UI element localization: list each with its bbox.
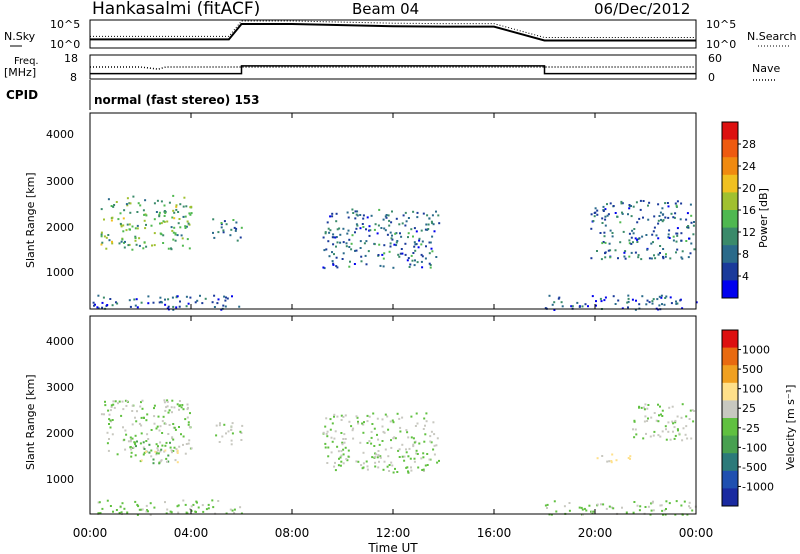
nsky-line	[90, 20, 696, 42]
power-ytick-4000: 4000	[46, 128, 74, 141]
velocity-ytick-1000: 1000	[46, 473, 74, 486]
x-axis-label: Time UT	[367, 541, 418, 554]
power-ytick-2000: 2000	[46, 221, 74, 234]
power-cbar-tick-6: 4	[742, 270, 749, 283]
nsky-label: N.Sky	[4, 30, 36, 43]
vel-patch-2	[140, 449, 179, 464]
vel-cbar-tick-6: -500	[742, 461, 767, 474]
date-title: 06/Dec/2012	[594, 0, 690, 18]
vel-cbar-tick-2: 100	[742, 383, 763, 396]
power-cbar-tick-3: 16	[742, 204, 756, 217]
power-patch-1	[212, 218, 243, 242]
x-tick-label-5: 20:00	[578, 526, 613, 540]
x-tick-label-0: 00:00	[73, 526, 108, 540]
power-patch-2	[322, 208, 441, 270]
vel-patch-0	[100, 399, 193, 456]
velocity-ylabel: Slant Range [km]	[24, 374, 37, 470]
velocity-y-axis: 4000 3000 2000 1000 Slant Range [km]	[24, 335, 74, 486]
nsearch-label: N.Search	[747, 30, 797, 43]
vel-cbar-tick-1: 500	[742, 363, 763, 376]
power-colorbar-label: Power [dB]	[757, 188, 770, 248]
velocity-panel-frame	[89, 315, 697, 515]
vel-patch-5	[596, 453, 632, 464]
vel-patch-3	[215, 422, 244, 446]
power-cbar-tick-1: 24	[742, 160, 756, 173]
x-tick-label-2: 08:00	[275, 526, 310, 540]
power-y-axis: 4000 3000 2000 1000 Slant Range [km]	[24, 128, 74, 279]
power-ytick-1000: 1000	[46, 266, 74, 279]
freq-left-tick-bottom: 8	[70, 71, 77, 84]
power-cbar-tick-0: 28	[742, 138, 756, 151]
nave-right-tick-top: 60	[708, 52, 722, 65]
nsky-series-line	[90, 23, 696, 42]
vel-cbar-tick-7: -1000	[742, 480, 774, 493]
nsky-right-tick-bottom: 10^0	[706, 38, 736, 51]
x-axis: 00:00 04:00 08:00 12:00 16:00 20:00 00:00	[73, 113, 714, 540]
power-ylabel: Slant Range [km]	[24, 172, 37, 268]
nsky-panel-frame	[89, 19, 697, 49]
beam-title: Beam 04	[352, 0, 419, 18]
vel-cbar-tick-0: 1000	[742, 344, 770, 357]
velocity-colorbar-label: Velocity [m s⁻¹]	[784, 385, 797, 470]
power-heatmap	[92, 194, 698, 311]
power-patch-4	[92, 294, 241, 311]
vel-cbar-tick-3: 25	[742, 402, 756, 415]
freq-left-tick-top: 18	[64, 52, 78, 65]
vel-cbar-tick-5: -100	[742, 441, 767, 454]
freq-series-line	[90, 65, 696, 75]
vel-patch-7	[97, 499, 243, 516]
x-tick-label-3: 12:00	[376, 526, 411, 540]
velocity-colorbar: 1000 500 100 25 -25 -100 -500 -1000	[721, 329, 774, 507]
nave-right-tick-bottom: 0	[708, 71, 715, 84]
velocity-heatmap	[97, 399, 697, 516]
x-tick-label-1: 04:00	[174, 526, 209, 540]
vel-patch-8	[544, 500, 697, 516]
velocity-ytick-2000: 2000	[46, 427, 74, 440]
station-title: Hankasalmi (fitACF)	[92, 0, 260, 19]
vel-patch-6	[632, 403, 696, 442]
power-patch-0	[100, 194, 193, 251]
power-ytick-3000: 3000	[46, 175, 74, 188]
vel-cbar-tick-4: -25	[742, 422, 760, 435]
vel-patch-4	[322, 412, 440, 474]
freq-lines	[90, 65, 696, 75]
cpid-mode: normal (fast stereo) 153	[94, 93, 260, 107]
nsky-left-tick-bottom: 10^0	[50, 38, 80, 51]
freq-label: Freq.	[14, 56, 39, 67]
power-colorbar: 28 24 20 16 12 8 4	[721, 121, 756, 299]
nsky-left-tick-top: 10^5	[50, 18, 80, 31]
freq-unit-label: [MHz]	[4, 66, 36, 79]
cpid-label: CPID	[6, 88, 38, 102]
x-tick-label-4: 16:00	[477, 526, 512, 540]
power-cbar-tick-4: 12	[742, 226, 756, 239]
velocity-ytick-4000: 4000	[46, 335, 74, 348]
power-patch-5	[544, 294, 698, 311]
nsky-right-tick-top: 10^5	[706, 18, 736, 31]
nsearch-series-line	[90, 20, 696, 38]
power-cbar-tick-2: 20	[742, 182, 756, 195]
nave-label: Nave	[752, 62, 780, 75]
power-patch-3	[590, 199, 696, 261]
x-tick-label-6: 00:00	[679, 526, 714, 540]
power-cbar-tick-5: 8	[742, 248, 749, 261]
velocity-ytick-3000: 3000	[46, 381, 74, 394]
nave-series-line	[90, 66, 696, 70]
